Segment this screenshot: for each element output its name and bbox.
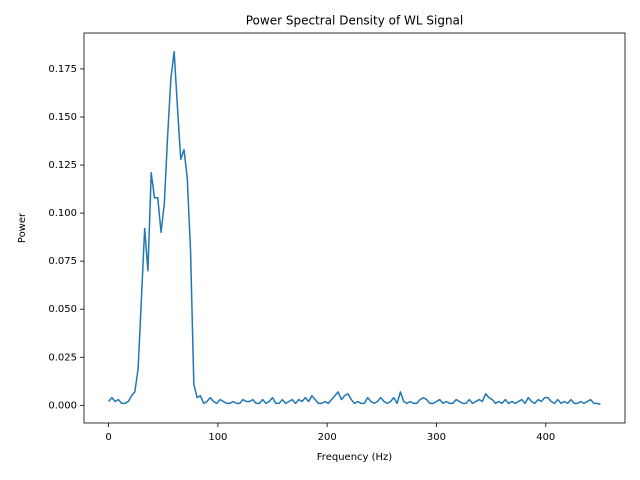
x-tick-label: 200 [318, 432, 337, 443]
y-tick-label: 0.100 [48, 208, 77, 219]
line-series [108, 50, 601, 406]
x-tick-label: 400 [536, 432, 555, 443]
y-tick-label: 0.150 [48, 112, 77, 123]
y-tick-label: 0.050 [48, 304, 77, 315]
x-tick-label: 0 [105, 432, 111, 443]
chart-title: Power Spectral Density of WL Signal [246, 14, 464, 28]
y-tick-label: 0.075 [48, 256, 77, 267]
y-tick-label: 0.175 [48, 64, 77, 75]
x-axis-label: Frequency (Hz) [317, 452, 393, 463]
x-tick-label: 300 [427, 432, 446, 443]
axes-frame [83, 32, 626, 424]
y-tick-label: 0.025 [48, 352, 77, 363]
x-tick-label: 100 [208, 432, 227, 443]
y-tick-label: 0.125 [48, 160, 77, 171]
y-axis-label: Power [17, 212, 28, 243]
y-tick-label: 0.000 [48, 400, 77, 411]
